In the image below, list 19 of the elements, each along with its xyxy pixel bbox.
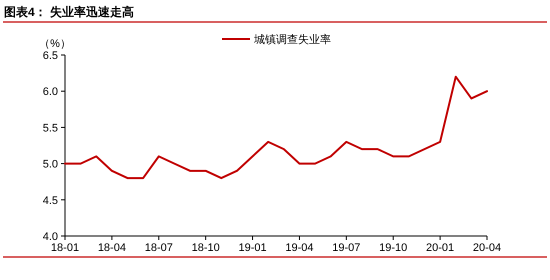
ytick: 5.0 — [42, 158, 58, 171]
xtick: 18-04 — [98, 242, 126, 254]
xtick: 19-01 — [238, 242, 267, 254]
xtick: 18-10 — [192, 242, 220, 254]
ytick: 6.5 — [42, 50, 58, 62]
ytick: 5.5 — [42, 122, 58, 134]
ytick: 4.5 — [42, 194, 58, 207]
xtick: 20-01 — [426, 242, 454, 254]
xtick: 19-07 — [332, 242, 360, 254]
xtick: 19-10 — [379, 242, 408, 254]
xtick: 18-01 — [50, 242, 80, 254]
legend-label: 城镇调查失业率 — [254, 34, 331, 46]
ylabel: （%） — [39, 38, 71, 50]
ytick: 4.0 — [42, 231, 58, 243]
xtick: 18-07 — [144, 242, 173, 254]
title: 图表4： 失业率迅速走高 — [4, 5, 134, 19]
xtick: 19-04 — [285, 242, 314, 254]
ytick: 6.0 — [42, 86, 58, 98]
xtick: 20-04 — [472, 242, 502, 254]
